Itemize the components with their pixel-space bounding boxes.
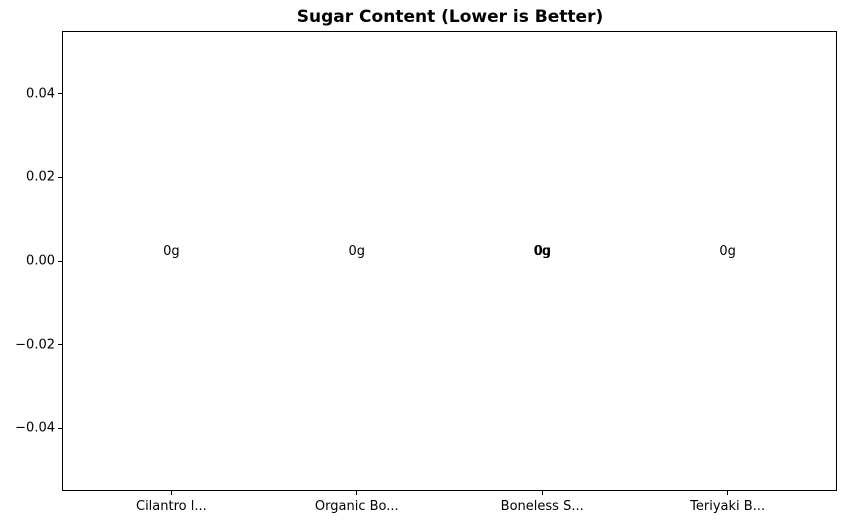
x-tick-label: Organic Bo... [314, 499, 399, 514]
y-tick-label: 0.04 [26, 86, 55, 102]
x-tick-label: Boneless S... [500, 499, 584, 514]
chart-title: Sugar Content (Lower is Better) [296, 7, 604, 27]
y-tick-label: −0.04 [15, 420, 55, 436]
y-tick-mark [58, 260, 62, 262]
x-tick-mark [541, 491, 543, 495]
y-tick-mark [58, 176, 62, 178]
bar-value-label: 0g [163, 244, 180, 259]
bar-value-label: 0g [533, 244, 551, 259]
x-tick-mark [727, 491, 729, 495]
x-tick-label: Cilantro l... [135, 499, 207, 514]
y-tick-label: −0.02 [15, 337, 55, 353]
y-tick-mark [58, 427, 62, 429]
y-tick-mark [58, 344, 62, 346]
bar-value-label: 0g [719, 244, 736, 259]
y-tick-label: 0.00 [26, 253, 55, 269]
x-tick-label: Teriyaki B... [690, 499, 766, 514]
x-tick-mark [170, 491, 172, 495]
y-tick-mark [58, 93, 62, 95]
plot-area [62, 31, 837, 491]
x-tick-mark [356, 491, 358, 495]
y-tick-label: 0.02 [26, 169, 55, 185]
bar-value-label: 0g [348, 244, 366, 259]
